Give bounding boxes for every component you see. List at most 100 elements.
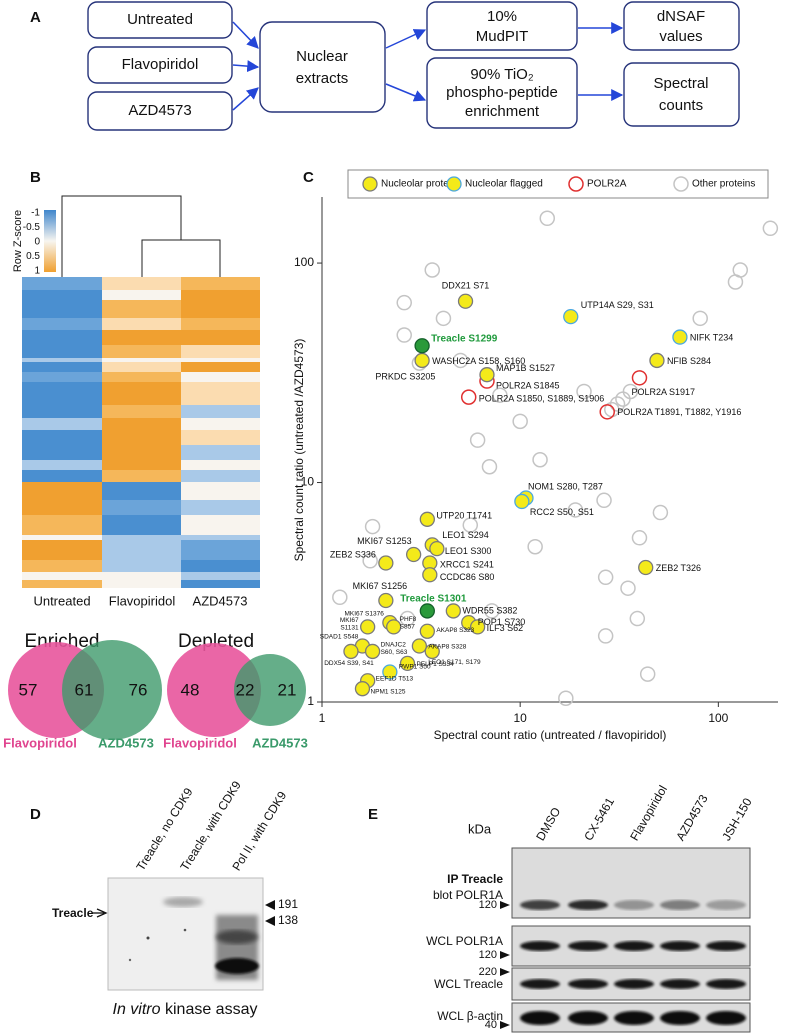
node-label: AZD4573 bbox=[128, 102, 191, 119]
venn-count: 21 bbox=[278, 680, 297, 699]
heat-cell bbox=[102, 290, 181, 300]
point-label: WASHC2A S158, S160 bbox=[432, 356, 525, 366]
heat-cell bbox=[102, 358, 181, 362]
point-label: ZEB2 S336 bbox=[330, 549, 376, 559]
data-point bbox=[512, 413, 528, 430]
node-label: MudPIT bbox=[476, 28, 529, 45]
point-label: DDX21 S71 bbox=[442, 281, 490, 291]
data-point bbox=[527, 538, 543, 555]
heat-cell bbox=[22, 372, 102, 382]
venn-count: 48 bbox=[181, 680, 200, 699]
heat-cell bbox=[181, 470, 260, 482]
venn-set: AZD4573 bbox=[98, 735, 154, 750]
node-label: Spectral bbox=[653, 75, 708, 92]
lane-label: AZD4573 bbox=[673, 792, 711, 843]
data-point bbox=[629, 610, 646, 627]
data-point bbox=[414, 352, 430, 369]
heat-cell bbox=[22, 290, 102, 300]
size-marker: 120 bbox=[479, 949, 497, 961]
heat-cell bbox=[22, 445, 102, 460]
speck bbox=[128, 958, 132, 962]
point-label: LEO1 S294 bbox=[442, 530, 489, 540]
heat-cell bbox=[181, 345, 260, 358]
node-label: phospho-peptide bbox=[446, 84, 558, 101]
heat-cell bbox=[181, 358, 260, 362]
row-label-line: IP Treacle bbox=[447, 872, 503, 886]
data-point bbox=[609, 396, 626, 412]
column-label: Untreated bbox=[33, 593, 90, 608]
point-label-line: S60, S63 bbox=[381, 649, 408, 656]
western-blots: kDa DMSO CX-5461 Flavopiridol AZD4573 JSH-15… bbox=[426, 783, 755, 1033]
heat-cell bbox=[102, 330, 181, 345]
heat-cell bbox=[181, 418, 260, 430]
point-label: MAP1B S1527 bbox=[496, 363, 555, 373]
band bbox=[520, 1011, 560, 1025]
data-point bbox=[692, 310, 708, 327]
heat-cell bbox=[102, 580, 181, 588]
heat-cell bbox=[102, 560, 181, 572]
lane-label: CX-5461 bbox=[581, 795, 617, 843]
legend-label: Other proteins bbox=[692, 179, 755, 190]
data-point bbox=[364, 518, 381, 535]
heat-cell bbox=[181, 560, 260, 572]
venn-circle bbox=[234, 654, 306, 726]
arrow-head bbox=[96, 908, 108, 918]
speck bbox=[146, 936, 150, 940]
kinase-blot: Treacle, no CDK9 Treacle, with CDK9 Pol … bbox=[52, 778, 298, 1018]
point-label: NFIB S284 bbox=[667, 356, 711, 366]
point-label-line: DNAJC2 bbox=[381, 641, 407, 648]
venn-circle bbox=[62, 640, 162, 740]
node-label: enrichment bbox=[465, 103, 540, 120]
band bbox=[614, 979, 654, 989]
band bbox=[660, 941, 700, 951]
heat-cell bbox=[102, 470, 181, 482]
heat-cell bbox=[102, 445, 181, 460]
heat-cell bbox=[181, 362, 260, 372]
marker-triangle bbox=[500, 968, 510, 976]
size-marker: 120 bbox=[479, 899, 497, 911]
data-point bbox=[445, 603, 461, 619]
data-point bbox=[762, 220, 779, 237]
legend-label: POLR2A bbox=[587, 179, 627, 190]
heat-cell bbox=[22, 418, 102, 430]
arrow bbox=[232, 21, 259, 49]
heat-cell bbox=[22, 535, 102, 540]
data-point bbox=[452, 352, 469, 369]
data-point bbox=[597, 569, 614, 586]
heat-cell bbox=[102, 345, 181, 358]
heat-cell bbox=[102, 515, 181, 535]
point-label: PELP1 S334 bbox=[416, 661, 454, 668]
caption-italic: In vitro bbox=[113, 1001, 161, 1018]
point-label: PHF8 S857 bbox=[400, 616, 417, 631]
legend-tick: -0.5 bbox=[23, 222, 41, 233]
data-point bbox=[652, 504, 669, 521]
data-point bbox=[378, 592, 394, 609]
data-point bbox=[354, 681, 371, 697]
band bbox=[660, 979, 700, 989]
heat-cell bbox=[181, 572, 260, 580]
heat-cell bbox=[181, 318, 260, 330]
unit-label: kDa bbox=[468, 821, 492, 836]
point-label: Treacle S1301 bbox=[400, 594, 467, 605]
node-box bbox=[87, 91, 233, 131]
data-point bbox=[332, 589, 348, 606]
x-tick-label: 100 bbox=[708, 711, 728, 725]
data-point bbox=[539, 210, 556, 227]
heat-cell bbox=[102, 572, 181, 580]
size-marker: 40 bbox=[485, 1019, 497, 1031]
marker-triangle bbox=[265, 900, 275, 910]
heat-cell bbox=[102, 362, 181, 372]
venn-count: 76 bbox=[129, 680, 148, 699]
node-box bbox=[87, 1, 233, 39]
data-point bbox=[672, 329, 688, 345]
point-label: MKI67 S1253 bbox=[357, 536, 412, 546]
band bbox=[660, 900, 700, 910]
data-point bbox=[631, 530, 648, 546]
data-point bbox=[638, 559, 654, 576]
data-point bbox=[411, 638, 428, 654]
heat-cell bbox=[181, 372, 260, 382]
point-label: XRCC1 S241 bbox=[440, 559, 494, 569]
node-box bbox=[426, 1, 578, 51]
point-label: UTP14A S29, S31 bbox=[581, 300, 654, 310]
marker-triangle bbox=[500, 1021, 510, 1029]
